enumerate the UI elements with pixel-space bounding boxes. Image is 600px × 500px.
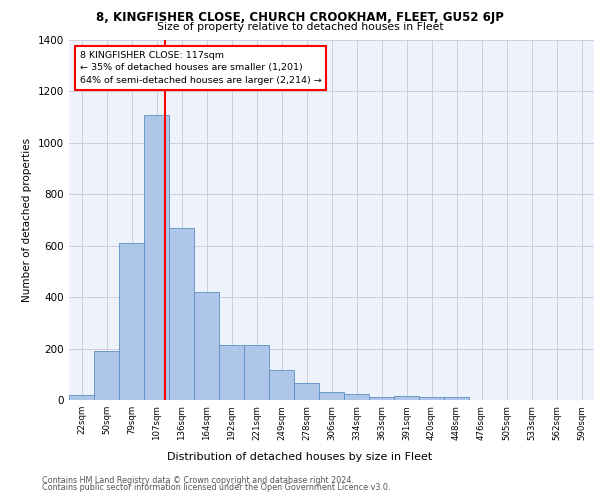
Bar	[169, 228, 194, 400]
Bar	[119, 243, 144, 400]
Bar	[444, 397, 469, 400]
Bar	[419, 398, 444, 400]
Bar	[244, 344, 269, 400]
Bar	[294, 382, 319, 400]
Bar	[369, 398, 394, 400]
Bar	[394, 396, 419, 400]
Bar	[144, 114, 169, 400]
Bar	[94, 351, 119, 400]
Bar	[319, 392, 344, 400]
Text: Contains public sector information licensed under the Open Government Licence v3: Contains public sector information licen…	[42, 483, 391, 492]
Text: 8, KINGFISHER CLOSE, CHURCH CROOKHAM, FLEET, GU52 6JP: 8, KINGFISHER CLOSE, CHURCH CROOKHAM, FL…	[96, 11, 504, 24]
Bar	[219, 344, 244, 400]
Y-axis label: Number of detached properties: Number of detached properties	[22, 138, 32, 302]
Bar	[69, 395, 94, 400]
Text: Size of property relative to detached houses in Fleet: Size of property relative to detached ho…	[157, 22, 443, 32]
Text: Distribution of detached houses by size in Fleet: Distribution of detached houses by size …	[167, 452, 433, 462]
Bar	[194, 292, 219, 400]
Bar	[269, 370, 294, 400]
Text: 8 KINGFISHER CLOSE: 117sqm
← 35% of detached houses are smaller (1,201)
64% of s: 8 KINGFISHER CLOSE: 117sqm ← 35% of deta…	[79, 51, 321, 85]
Text: Contains HM Land Registry data © Crown copyright and database right 2024.: Contains HM Land Registry data © Crown c…	[42, 476, 354, 485]
Bar	[344, 394, 369, 400]
